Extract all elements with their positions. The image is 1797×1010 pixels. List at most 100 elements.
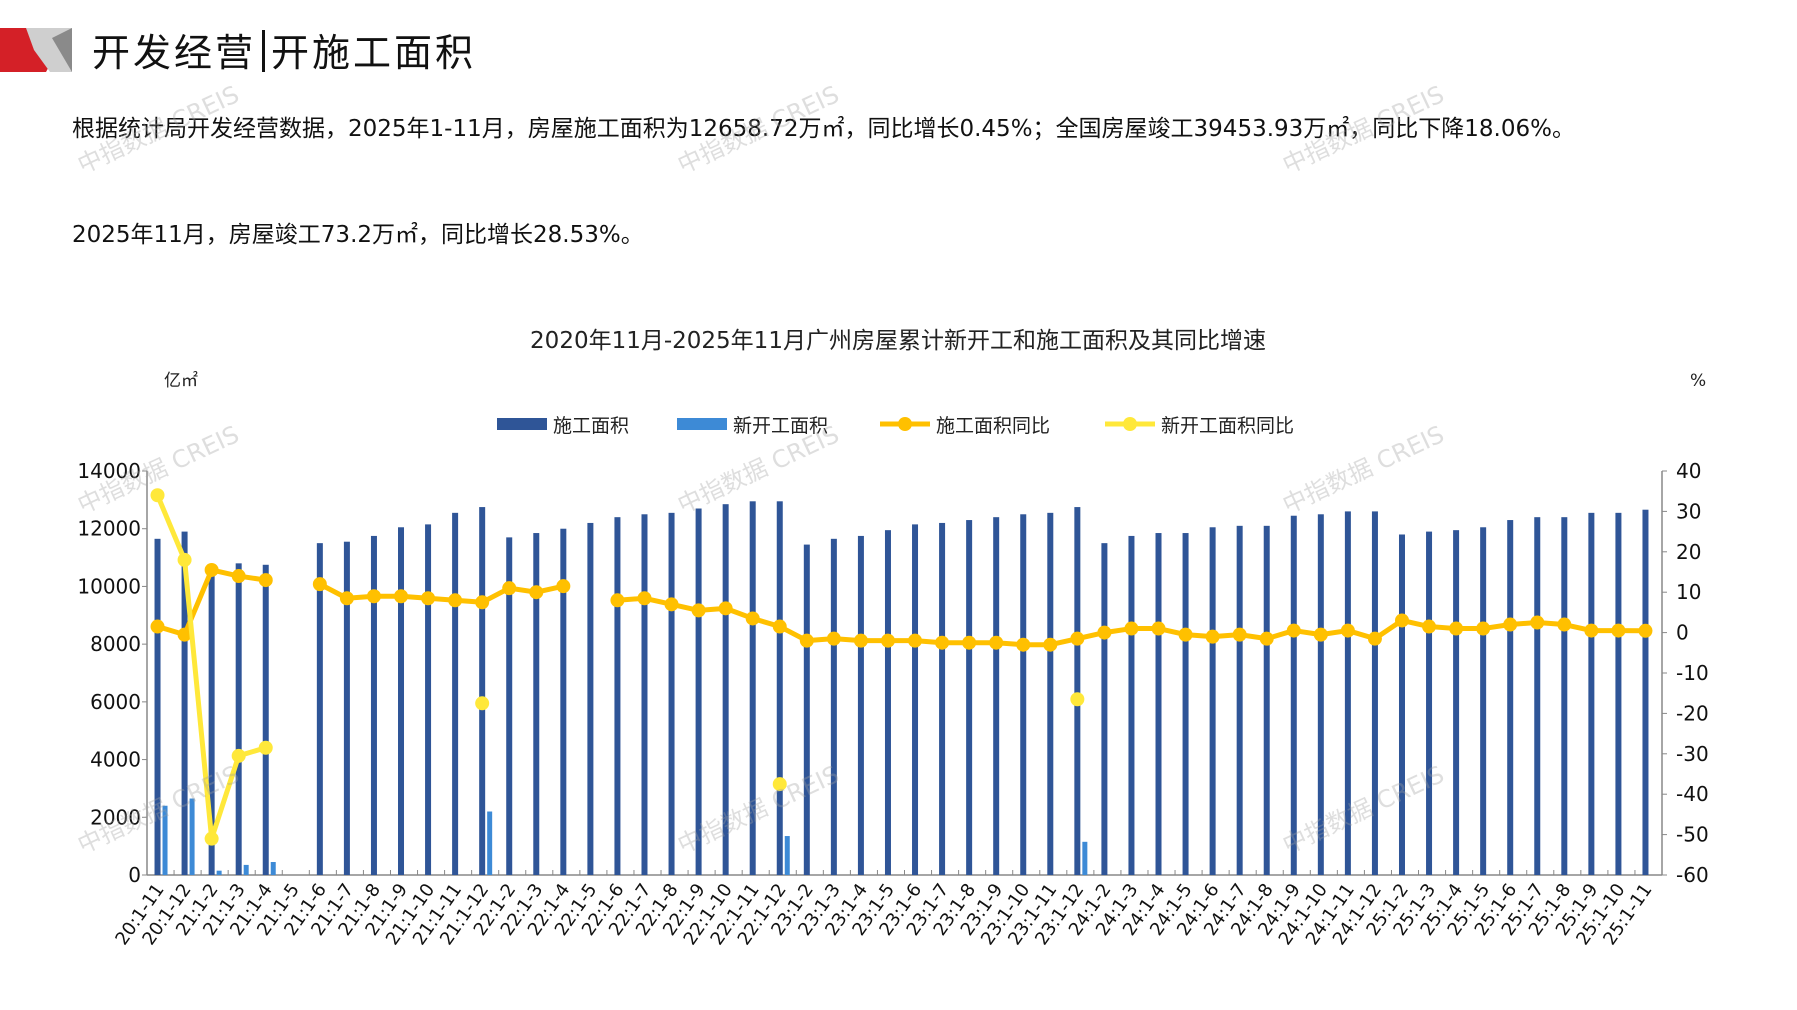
axes: 0 2000 4000 6000 8000 10000 12000 14000 -60 -50 -4… [77,459,1708,887]
new-start-area-bar [243,864,249,875]
construction-yoy-line [156,567,1646,648]
new-start-yoy-point [177,552,192,567]
legend-label: 新开工面积同比 [1161,415,1294,437]
left-tick-label: 2000 [90,805,141,829]
construction-area-bar [803,544,810,875]
construction-area-bar [533,533,540,875]
right-tick-label: 0 [1676,621,1689,645]
construction-yoy-point [475,595,490,610]
construction-yoy-point [1503,617,1518,632]
construction-yoy-point [1124,621,1139,636]
right-tick-label: 30 [1676,499,1701,523]
legend-marker [1123,417,1137,431]
legend-swatch [497,418,547,430]
construction-area-bar [560,528,567,875]
summary-paragraph: 根据统计局开发经营数据，2025年1-11月，房屋施工面积为12658.72万㎡… [72,116,1575,142]
construction-yoy-point [718,601,733,616]
construction-area-bar [479,507,486,875]
construction-area-bar [181,531,188,875]
left-tick-label: 6000 [90,690,141,714]
construction-area-bar [1398,534,1405,875]
construction-area-bar [262,564,269,875]
construction-yoy-point [421,591,436,606]
construction-yoy-point [799,633,814,648]
construction-yoy-point [556,579,571,594]
chart-title: 2020年11月-2025年11月广州房屋累计新开工和施工面积及其同比增速 [530,328,1266,354]
construction-yoy-point [394,589,409,604]
construction-area-bar [912,524,919,875]
construction-yoy-point [1070,631,1085,646]
page-title: 开发经营 开施工面积 [92,22,476,77]
construction-yoy-point [664,597,679,612]
new-start-yoy-point [150,488,165,503]
construction-area-bar [1453,530,1460,875]
right-tick-label: -50 [1676,823,1709,847]
left-tick-label: 0 [128,863,141,887]
construction-area-bar [1317,514,1324,875]
legend-label: 施工面积同比 [936,415,1050,437]
right-tick-label: -40 [1676,782,1709,806]
construction-area-bar [1615,512,1622,875]
construction-yoy-point [1043,637,1058,652]
title-topic: 开施工面积 [271,31,477,75]
construction-yoy-point [962,635,977,650]
construction-yoy-point [826,631,841,646]
new-start-area-bar [189,798,195,875]
construction-area-bar [749,501,756,875]
construction-yoy-point [177,627,192,642]
construction-area-bar [1480,527,1487,875]
construction-yoy-point [1286,623,1301,638]
construction-yoy-point [1557,617,1572,632]
construction-area-bar [1155,533,1162,875]
construction-area-bar [316,543,323,875]
construction-yoy-point [1476,621,1491,636]
construction-yoy-point [231,569,246,584]
right-axis-unit: % [1690,371,1706,391]
construction-area-bar [1101,543,1108,875]
chart-legend: 施工面积 新开工面积 施工面积同比 新开工面积同比 [497,415,1294,437]
lines [150,488,1653,846]
new-start-yoy-point [204,831,219,846]
legend-swatch [677,418,727,430]
construction-yoy-point [1530,615,1545,630]
construction-yoy-point [1367,631,1382,646]
construction-area-bar [1561,517,1568,875]
new-start-yoy-point [772,777,787,792]
construction-yoy-point [772,619,787,634]
construction-area-bar [1047,512,1054,875]
construction-area-bar [1128,535,1135,875]
construction-area-bar [1290,515,1297,875]
construction-area-bar [154,538,161,875]
construction-yoy-point [204,562,219,577]
new-start-area-bar [162,805,168,875]
construction-area-bar [1371,511,1378,875]
new-start-area-bar [270,862,276,875]
construction-yoy-point [1097,625,1112,640]
construction-yoy-point [1638,623,1653,638]
construction-yoy-point [1313,627,1328,642]
construction-area-bar [1344,511,1351,875]
construction-yoy-point [1151,621,1166,636]
construction-area-bar [452,512,459,875]
new-start-yoy-point [231,748,246,763]
title-divider [262,30,266,72]
construction-yoy-point [1232,627,1247,642]
legend-label: 新开工面积 [733,415,828,437]
right-tick-label: -60 [1676,863,1709,887]
construction-yoy-point [1340,623,1355,638]
construction-area-bar [722,504,729,875]
left-tick-label: 12000 [77,517,141,541]
new-start-area-bar [1082,841,1088,875]
construction-yoy-point [1016,637,1031,652]
legend-marker [898,417,912,431]
new-start-yoy-point [258,740,273,755]
construction-area-bar [1209,527,1216,875]
construction-yoy-point [935,635,950,650]
construction-area-bar [1534,517,1541,875]
left-axis-unit: 亿㎡ [164,371,198,391]
new-start-yoy-point [1070,692,1085,707]
construction-yoy-point [1584,623,1599,638]
brand-logo [0,28,72,72]
construction-yoy-point [691,603,706,618]
